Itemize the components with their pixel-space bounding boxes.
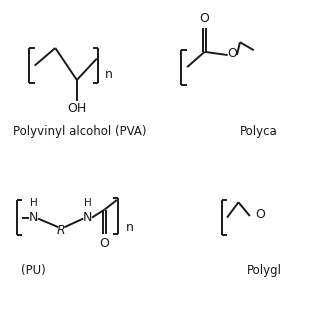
Text: O: O: [255, 208, 265, 221]
Text: Polygl: Polygl: [247, 264, 282, 277]
Text: (PU): (PU): [21, 264, 46, 277]
Text: n: n: [105, 68, 113, 81]
Text: O: O: [200, 12, 210, 25]
Text: H: H: [84, 198, 92, 208]
Text: Polyvinyl alcohol (PVA): Polyvinyl alcohol (PVA): [13, 125, 147, 138]
Text: O: O: [100, 237, 109, 250]
Text: O: O: [227, 47, 237, 60]
Text: R: R: [57, 224, 66, 237]
Text: N: N: [83, 211, 92, 224]
Text: n: n: [126, 221, 134, 234]
Text: Polyca: Polyca: [240, 125, 277, 138]
Text: H: H: [30, 198, 38, 208]
Text: OH: OH: [67, 102, 86, 116]
Text: N: N: [29, 211, 38, 224]
